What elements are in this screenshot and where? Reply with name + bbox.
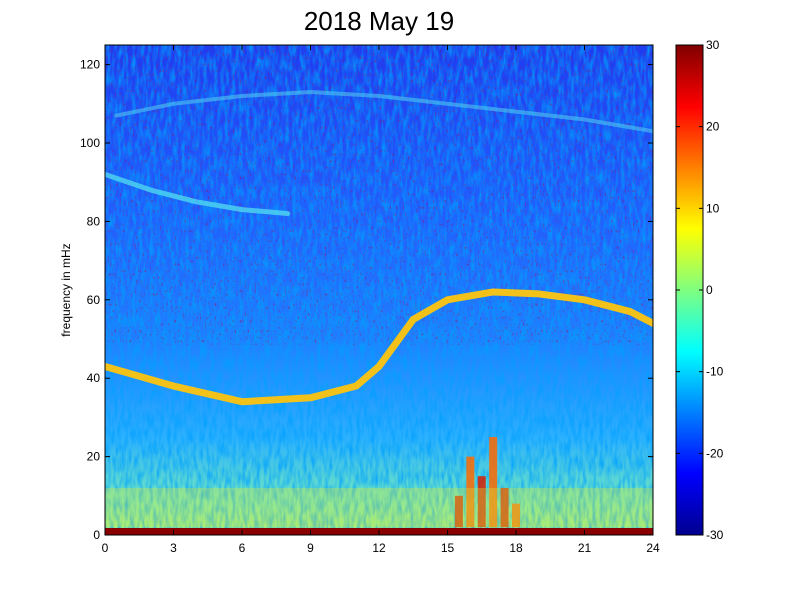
x-tick-label: 6 bbox=[239, 541, 246, 555]
spectral-band-1 bbox=[105, 288, 653, 406]
burst-column bbox=[454, 495, 463, 528]
x-tick-label: 24 bbox=[646, 541, 660, 555]
burst-column bbox=[466, 456, 475, 528]
x-tick-label: 3 bbox=[170, 541, 177, 555]
colorbar-tick-label: 30 bbox=[706, 38, 720, 52]
burst-column bbox=[477, 476, 486, 528]
spectral-band-2 bbox=[105, 171, 291, 217]
colorbar-tick-label: -30 bbox=[706, 528, 724, 542]
x-axis: 0 3 6 9 12 15 18 21 24 bbox=[102, 45, 660, 555]
colorbar-tick-label: -10 bbox=[706, 365, 724, 379]
x-tick-label: 21 bbox=[578, 541, 592, 555]
y-tick-label: 120 bbox=[80, 58, 100, 72]
y-tick-label: 0 bbox=[93, 528, 100, 542]
burst-column bbox=[500, 487, 509, 528]
y-tick-label: 100 bbox=[80, 136, 100, 150]
chart-title: 2018 May 19 bbox=[303, 6, 455, 36]
burst-column bbox=[512, 503, 520, 528]
colorbar-axis: 30 20 10 0 -10 -20 -30 bbox=[676, 38, 724, 542]
colorbar-tick-label: 10 bbox=[706, 201, 720, 215]
y-tick-label: 20 bbox=[87, 450, 101, 464]
spectral-band-3 bbox=[114, 90, 653, 134]
plot-area bbox=[105, 45, 653, 535]
x-tick-label: 0 bbox=[102, 541, 109, 555]
colorbar bbox=[675, 44, 704, 536]
heatmap-features bbox=[105, 90, 653, 528]
x-tick-label: 12 bbox=[372, 541, 386, 555]
x-tick-label: 15 bbox=[441, 541, 455, 555]
y-tick-label: 60 bbox=[87, 293, 101, 307]
colorbar-tick-label: 0 bbox=[706, 283, 713, 297]
y-tick-label: 40 bbox=[87, 371, 101, 385]
low-frequency-haze bbox=[105, 487, 653, 528]
colorbar-tick-label: -20 bbox=[706, 446, 724, 460]
colorbar-tick-label: 20 bbox=[706, 120, 720, 134]
burst-column bbox=[489, 437, 498, 528]
x-tick-label: 9 bbox=[307, 541, 314, 555]
y-axis: 0 20 40 60 80 100 120 bbox=[80, 58, 653, 542]
y-tick-label: 80 bbox=[87, 214, 101, 228]
x-tick-label: 18 bbox=[509, 541, 523, 555]
